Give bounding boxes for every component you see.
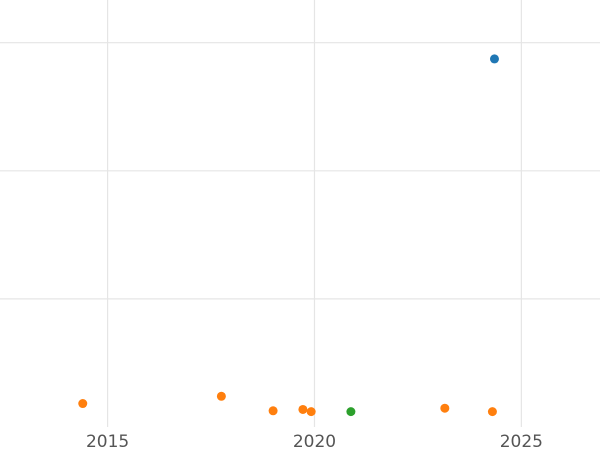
scatter-point-series2-0 [346, 407, 356, 417]
scatter-point-series1-2 [268, 406, 278, 416]
scatter-points [78, 54, 499, 417]
scatter-point-series1-3 [298, 404, 308, 414]
scatter-point-series0-0 [489, 54, 499, 64]
scatter-point-series1-0 [78, 399, 88, 409]
scatter-point-series1-6 [487, 407, 497, 417]
x-tick-label-2015: 2015 [86, 432, 129, 450]
scatter-point-series1-1 [216, 391, 226, 401]
x-tick-label-2020: 2020 [293, 432, 336, 450]
x-axis-ticks: 2015 2020 2025 [86, 432, 543, 450]
x-tick-label-2025: 2025 [500, 432, 543, 450]
scatter-point-series1-4 [306, 407, 316, 417]
scatter-point-series1-5 [440, 403, 450, 413]
grid-lines [0, 0, 600, 427]
